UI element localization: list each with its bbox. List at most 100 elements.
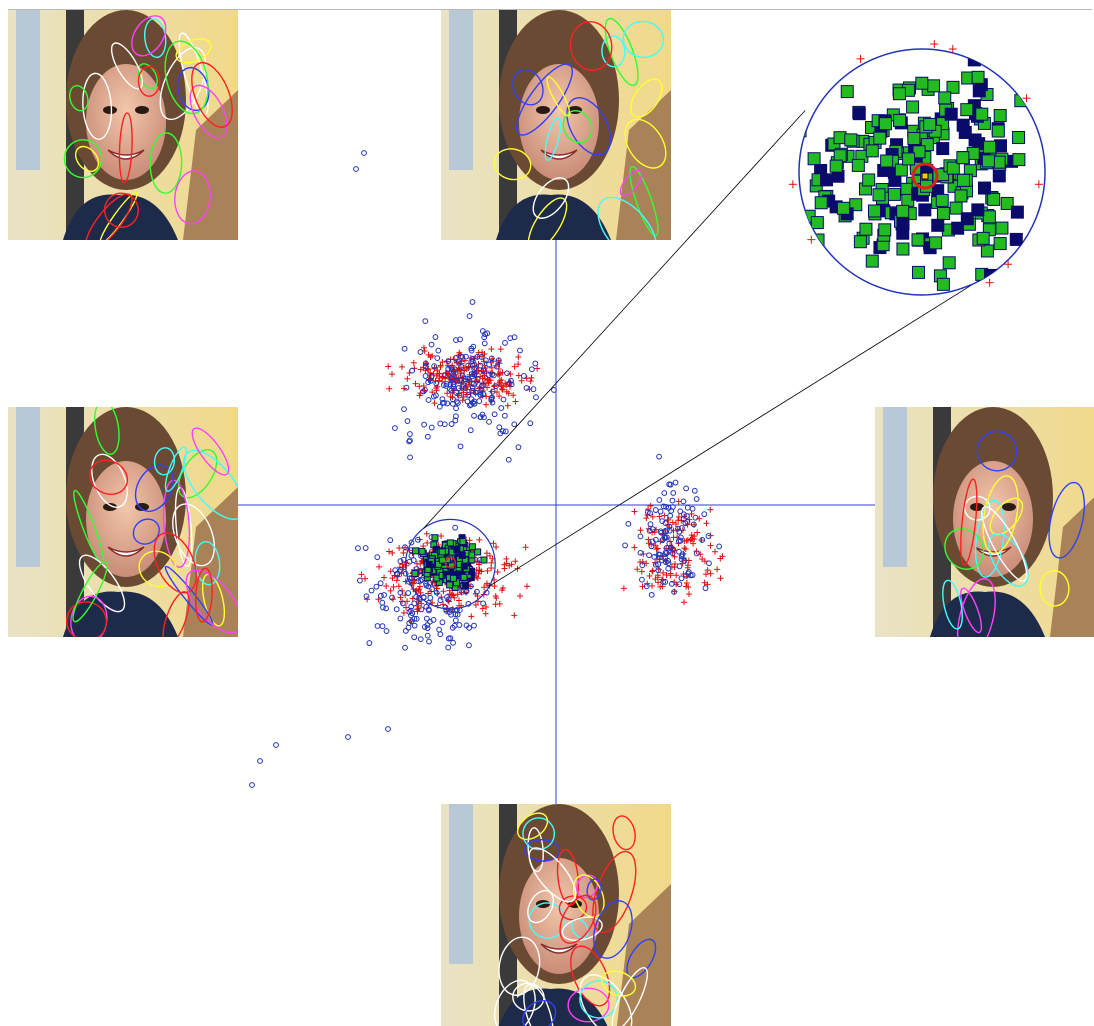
feature-ellipse bbox=[164, 40, 209, 115]
circle-marker bbox=[472, 364, 479, 371]
circle-marker bbox=[423, 582, 430, 589]
zoom-dark-square-marker bbox=[819, 173, 833, 187]
square-marker bbox=[474, 548, 482, 556]
plus-marker bbox=[527, 378, 534, 385]
zoom-square-marker bbox=[981, 154, 995, 168]
plus-marker bbox=[701, 558, 708, 565]
circle-marker bbox=[449, 624, 456, 631]
left-eye bbox=[103, 106, 117, 114]
outlier-marker bbox=[249, 782, 255, 788]
square-marker bbox=[439, 556, 447, 564]
plus-marker bbox=[449, 591, 456, 598]
plus-marker bbox=[483, 550, 490, 557]
circle-marker bbox=[409, 367, 416, 374]
circle-marker bbox=[433, 380, 440, 387]
circle-marker bbox=[437, 597, 444, 604]
circle-marker bbox=[432, 334, 439, 340]
zoom-square-marker bbox=[993, 109, 1007, 123]
plus-marker bbox=[484, 376, 491, 383]
plus-marker bbox=[638, 568, 645, 575]
circle-marker bbox=[434, 355, 441, 361]
circle-marker bbox=[401, 345, 408, 352]
circle-marker bbox=[457, 336, 463, 343]
plus-marker bbox=[512, 398, 519, 405]
circle-marker bbox=[422, 318, 429, 324]
circle-marker bbox=[669, 550, 676, 557]
feature-ellipse bbox=[174, 487, 193, 568]
plus-marker bbox=[690, 540, 697, 547]
circle-marker bbox=[527, 420, 534, 427]
square-marker bbox=[435, 560, 443, 568]
plus-marker bbox=[425, 590, 432, 597]
plus-marker bbox=[362, 575, 369, 582]
plus-marker bbox=[465, 376, 472, 383]
plus-marker bbox=[438, 594, 445, 601]
feature-ellipse bbox=[172, 503, 216, 567]
circle-marker bbox=[453, 413, 459, 420]
circle-marker bbox=[706, 560, 712, 567]
plus-marker bbox=[645, 536, 652, 543]
selection-circle bbox=[405, 518, 496, 610]
feature-ellipse bbox=[493, 148, 532, 181]
plus-marker bbox=[387, 587, 394, 594]
circle-marker bbox=[452, 617, 459, 624]
plus-marker bbox=[431, 400, 438, 407]
feature-ellipse bbox=[982, 475, 1019, 554]
plus-marker bbox=[476, 567, 483, 574]
circle-marker bbox=[407, 454, 413, 461]
circle-marker bbox=[450, 639, 456, 646]
circle-marker bbox=[677, 534, 684, 541]
circle-marker bbox=[528, 366, 535, 373]
plus-marker bbox=[681, 599, 688, 606]
circle-marker bbox=[408, 539, 415, 546]
plus-marker bbox=[383, 583, 390, 590]
circle-marker bbox=[381, 592, 387, 598]
plus-marker bbox=[685, 584, 692, 591]
plus-marker bbox=[398, 363, 405, 370]
circle-marker bbox=[380, 604, 386, 611]
plus-marker bbox=[420, 344, 427, 351]
circle-marker bbox=[474, 353, 481, 360]
circle-marker bbox=[684, 513, 690, 519]
feature-ellipse bbox=[579, 974, 633, 1026]
circle-marker bbox=[532, 360, 539, 367]
plus-marker bbox=[649, 568, 656, 575]
zoom-square-marker bbox=[807, 152, 821, 166]
feature-ellipse bbox=[586, 878, 602, 901]
face-photo-icon bbox=[441, 10, 671, 240]
feature-ellipse bbox=[957, 578, 996, 637]
zoom-square-marker bbox=[1000, 196, 1014, 210]
circle-marker bbox=[453, 337, 459, 344]
selection-center-ring bbox=[444, 556, 457, 569]
zoom-square-marker bbox=[954, 189, 968, 203]
circle-marker bbox=[374, 623, 381, 629]
plus-marker bbox=[504, 402, 511, 409]
circle-marker bbox=[377, 580, 384, 587]
circle-marker bbox=[663, 534, 670, 541]
feature-ellipse bbox=[191, 427, 230, 476]
feature-ellipse bbox=[561, 916, 603, 942]
plus-marker bbox=[688, 510, 695, 517]
circle-marker bbox=[655, 561, 662, 568]
feature-ellipse bbox=[976, 430, 1018, 472]
circle-marker bbox=[404, 418, 411, 425]
basket-shape bbox=[1050, 497, 1094, 637]
feature-ellipse bbox=[619, 169, 643, 197]
circle-marker bbox=[374, 554, 381, 561]
circle-marker bbox=[533, 394, 539, 401]
plus-marker bbox=[507, 371, 514, 378]
circle-marker bbox=[454, 400, 461, 406]
circle-marker bbox=[383, 628, 390, 634]
feature-ellipse bbox=[103, 192, 139, 228]
zoom-inset bbox=[423, 40, 1046, 587]
face-thumbnail-left bbox=[8, 407, 238, 637]
plus-marker bbox=[653, 546, 660, 553]
circle-marker bbox=[499, 428, 506, 435]
plus-marker bbox=[466, 537, 473, 544]
zoom-dark-square-marker bbox=[1009, 232, 1023, 246]
zoom-square-marker bbox=[814, 196, 828, 210]
window-frame bbox=[449, 10, 473, 170]
zoom-dark-square-marker bbox=[971, 203, 985, 217]
shirt-shape bbox=[63, 194, 178, 240]
circle-marker bbox=[643, 583, 650, 590]
